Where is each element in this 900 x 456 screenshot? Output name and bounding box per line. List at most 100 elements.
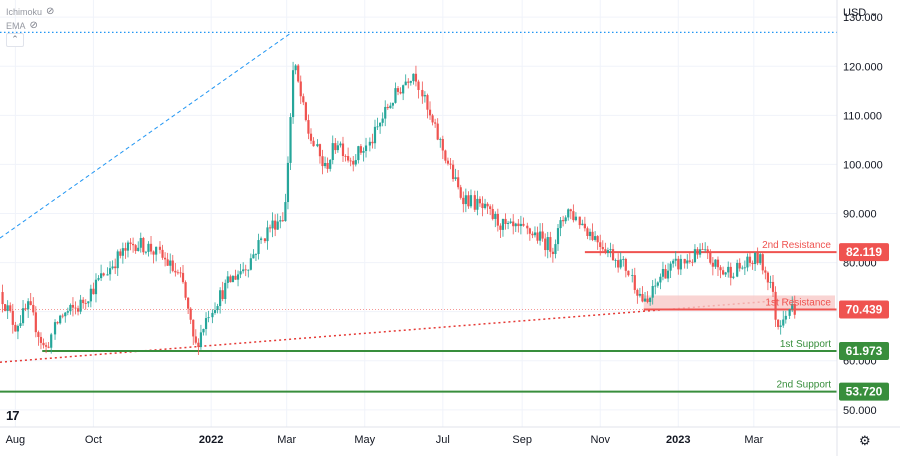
candle-body (414, 73, 418, 82)
candle-body (559, 220, 562, 229)
eye-off-icon[interactable]: ⊘ (29, 20, 38, 31)
candle-body (161, 249, 164, 258)
candle-body (574, 216, 578, 221)
candle-body (9, 305, 12, 311)
candle-body (381, 118, 384, 123)
candle-body (631, 275, 634, 276)
candle-body (636, 289, 639, 296)
collapse-indicators-button[interactable]: ⌃ (6, 33, 24, 47)
candle-body (581, 223, 584, 226)
candle-body (114, 266, 117, 269)
price-tag-label: 82.119 (846, 245, 882, 259)
candle-body (509, 221, 512, 223)
candle-body (294, 65, 297, 71)
candle-body (163, 257, 167, 260)
level-name: 2nd Support (777, 380, 832, 391)
candle-body (688, 260, 691, 262)
candle-body (451, 164, 455, 180)
price-tag (839, 342, 889, 361)
candle-body (259, 238, 263, 241)
indicator-label: Ichimoku (6, 6, 43, 17)
candle-body (677, 258, 680, 270)
candle-body (158, 246, 162, 250)
candle-body (111, 266, 114, 269)
candle-body (47, 346, 50, 348)
resistance-zone (643, 295, 835, 310)
candle-body (459, 187, 462, 198)
candle-body (617, 260, 620, 268)
candle-body (729, 266, 732, 278)
candle-body (281, 220, 284, 222)
candle-body (312, 140, 315, 147)
candle-body (102, 273, 105, 276)
candle-body (441, 139, 444, 151)
candle-body (494, 213, 497, 219)
candle-body (373, 126, 377, 144)
candle-body (274, 220, 277, 230)
candle-body (486, 203, 489, 207)
candle-body (339, 143, 342, 146)
candle-body (139, 238, 142, 248)
y-tick-label: 100.000 (843, 159, 883, 171)
candle-body (89, 288, 92, 302)
candle-body (727, 266, 730, 273)
candle-body (326, 162, 329, 169)
candle-body (236, 274, 240, 280)
candle-body (239, 271, 242, 275)
eye-off-icon[interactable]: ⊘ (46, 6, 55, 17)
candle-body (134, 245, 137, 251)
candle-body (457, 177, 460, 188)
price-tag (839, 300, 889, 319)
currency-selector[interactable]: USD ⌄ (843, 6, 879, 19)
candle-body (181, 272, 185, 283)
candle-body (551, 251, 554, 255)
candle-body (64, 312, 67, 317)
candle-body (252, 254, 255, 259)
settings-gear-icon[interactable]: ⚙ (859, 433, 871, 448)
candle-body (276, 221, 279, 230)
candle-body (764, 270, 767, 273)
x-tick-label: Mar (277, 434, 296, 446)
x-tick-label: Mar (744, 434, 763, 446)
candle-body (591, 231, 594, 240)
candle-body (679, 258, 682, 270)
candle-body (483, 203, 487, 209)
candle-body (489, 206, 492, 209)
price-tag-label: 70.439 (846, 303, 883, 317)
candle-body (601, 247, 604, 250)
candle-body (586, 228, 589, 236)
indicator-ichimoku[interactable]: Ichimoku ⊘ (6, 6, 54, 17)
candle-body (152, 251, 155, 255)
candle-body (11, 310, 14, 325)
candle-body (641, 293, 644, 302)
indicator-ema[interactable]: EMA ⊘ (6, 20, 38, 31)
price-tag-label: 61.973 (846, 344, 883, 358)
candle-body (533, 232, 537, 236)
candle-body (724, 272, 727, 275)
candle-body (704, 249, 707, 251)
price-tag-label: 53.720 (846, 385, 883, 399)
candle-body (302, 96, 305, 103)
candle-body (1, 292, 4, 305)
candle-body (176, 272, 179, 274)
candle-body (434, 122, 437, 124)
candle-body (144, 251, 147, 253)
candle-body (462, 197, 465, 205)
candle-body (661, 269, 665, 277)
candle-body (404, 81, 407, 86)
candle-body (444, 150, 447, 161)
candle-body (39, 336, 43, 343)
candle-body (221, 290, 224, 300)
candle-body (92, 288, 95, 295)
candle-body (352, 160, 355, 165)
candle-body (526, 225, 529, 229)
candle-body (44, 345, 48, 347)
candle-body (389, 105, 392, 109)
candle-body (254, 254, 258, 255)
candle-body (384, 106, 387, 119)
candle-body (82, 299, 85, 304)
candle-body (184, 282, 187, 298)
candle-body (604, 249, 607, 253)
